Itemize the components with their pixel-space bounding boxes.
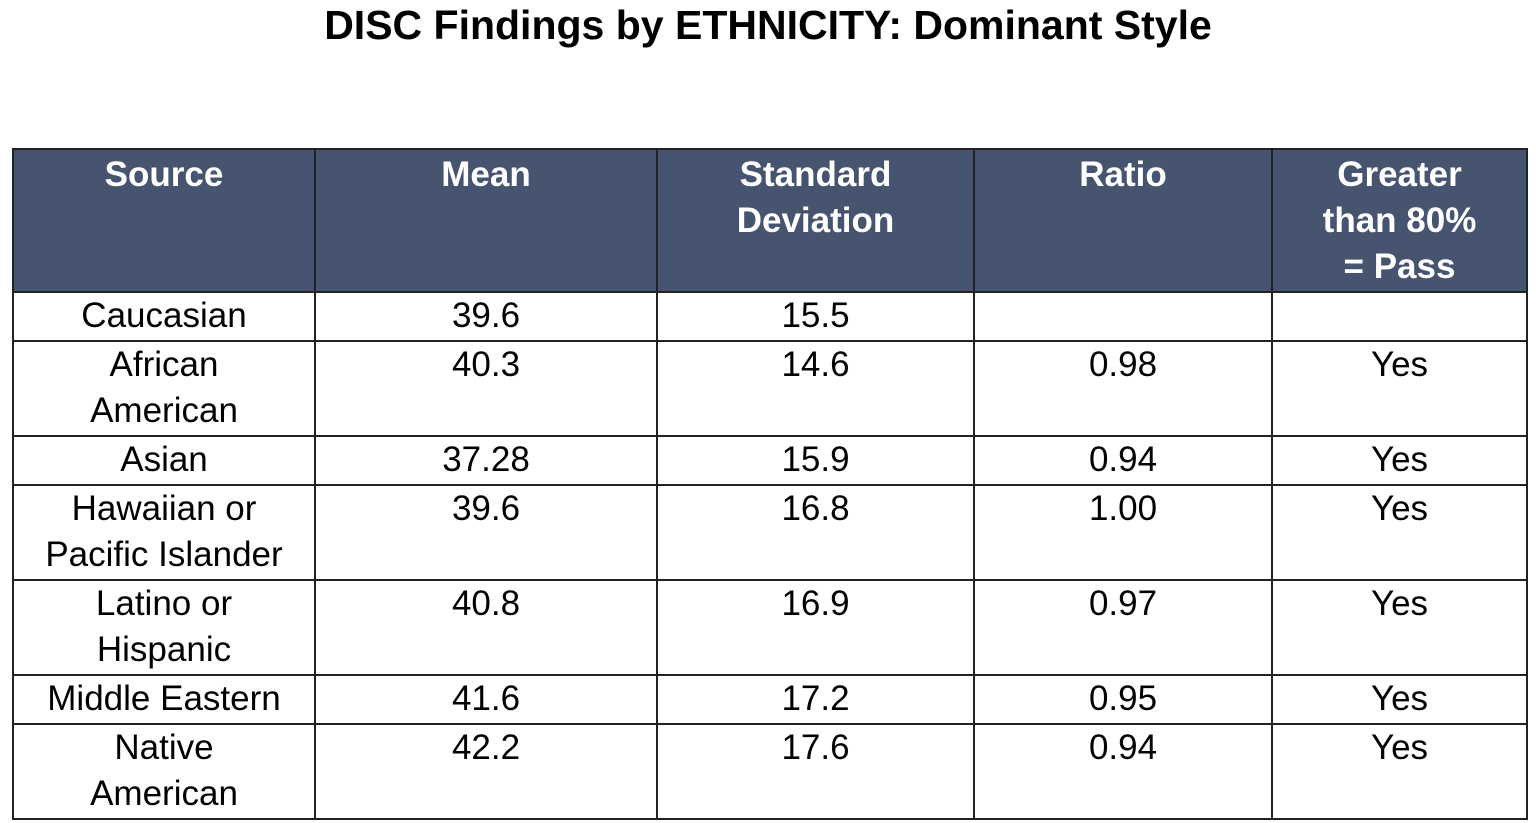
table-cell: Yes	[1271, 579, 1528, 676]
table-cell: 41.6	[314, 674, 658, 725]
data-table: Source Mean Standard Deviation Ratio Greater…	[12, 148, 1528, 820]
title: DISC Findings by ETHNICITY: Dominant Sty…	[324, 2, 1212, 48]
table-cell: Yes	[1271, 340, 1528, 437]
table-cell: Yes	[1271, 723, 1528, 820]
header-cell: Mean	[314, 148, 658, 293]
table-cell: Yes	[1271, 484, 1528, 581]
table-cell: 40.8	[314, 579, 658, 676]
table-cell: 17.2	[656, 674, 975, 725]
table-cell: African American	[12, 340, 316, 437]
table-cell	[1271, 291, 1528, 342]
table-cell: Latino or Hispanic	[12, 579, 316, 676]
table-cell: 39.6	[314, 484, 658, 581]
table-cell: 16.9	[656, 579, 975, 676]
table-cell: Caucasian	[12, 291, 316, 342]
table-row: Hawaiian or Pacific Islander 39.6 16.8 1.00…	[12, 484, 1528, 581]
table-cell: 15.9	[656, 435, 975, 486]
table-row: Middle Eastern 41.6 17.2 0.95 Yes	[12, 674, 1528, 725]
table-row: African American 40.3 14.6 0.98 Yes	[12, 340, 1528, 437]
table-cell: 37.28	[314, 435, 658, 486]
table-cell: 0.97	[973, 579, 1273, 676]
header-cell: Greater than 80% = Pass	[1271, 148, 1528, 293]
table-row: Caucasian 39.6 15.5	[12, 291, 1528, 342]
table-cell: 17.6	[656, 723, 975, 820]
table-cell: 14.6	[656, 340, 975, 437]
table-cell	[973, 291, 1273, 342]
header-cell: Ratio	[973, 148, 1273, 293]
table-cell: Asian	[12, 435, 316, 486]
table-row: Native American 42.2 17.6 0.94 Yes	[12, 723, 1528, 820]
table-cell: 15.5	[656, 291, 975, 342]
table-cell: Middle Eastern	[12, 674, 316, 725]
table-cell: 0.94	[973, 435, 1273, 486]
table-body: Caucasian 39.6 15.5 African American 40.3 14.…	[12, 291, 1528, 820]
table-cell: 0.94	[973, 723, 1273, 820]
header-cell: Source	[12, 148, 316, 293]
table-cell: 16.8	[656, 484, 975, 581]
table-cell: 0.95	[973, 674, 1273, 725]
table-cell: Yes	[1271, 435, 1528, 486]
header-row: Source Mean Standard Deviation Ratio Greater…	[12, 148, 1528, 293]
table-cell: Hawaiian or Pacific Islander	[12, 484, 316, 581]
table-cell: Native American	[12, 723, 316, 820]
table-cell: 1.00	[973, 484, 1273, 581]
table-row: Latino or Hispanic 40.8 16.9 0.97 Yes	[12, 579, 1528, 676]
table-row: Asian 37.28 15.9 0.94 Yes	[12, 435, 1528, 486]
header-cell: Standard Deviation	[656, 148, 975, 293]
table-cell: 0.98	[973, 340, 1273, 437]
table-cell: Yes	[1271, 674, 1528, 725]
table-cell: 39.6	[314, 291, 658, 342]
table-cell: 42.2	[314, 723, 658, 820]
table-cell: 40.3	[314, 340, 658, 437]
